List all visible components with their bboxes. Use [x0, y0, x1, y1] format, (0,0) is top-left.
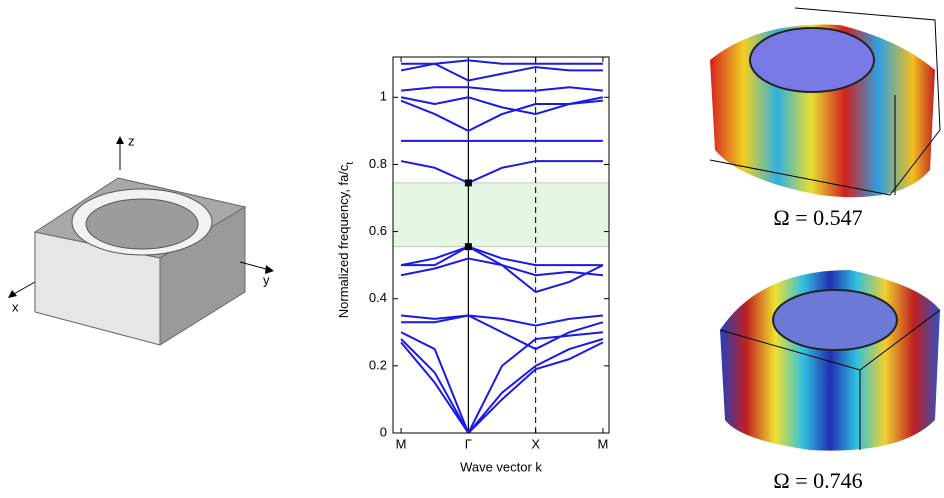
disk — [772, 289, 898, 351]
y-axis-label-subscript: t — [345, 162, 356, 165]
y-tick-label: 0 — [380, 424, 387, 439]
band — [400, 62, 603, 82]
band — [400, 341, 604, 433]
x-tick-label: M — [598, 436, 609, 451]
x-tick-label: Γ — [465, 436, 472, 451]
y-tick-label: 0.8 — [369, 156, 387, 171]
plot-frame — [392, 56, 610, 434]
mode-shape: Ω = 0.746 — [719, 270, 941, 493]
band — [400, 257, 604, 277]
marked-point — [464, 243, 472, 251]
arrowhead — [8, 290, 17, 298]
band — [400, 314, 604, 327]
y-tick-label: 1 — [380, 89, 387, 104]
x-tick-label: X — [531, 436, 540, 451]
x-tick-label: M — [396, 436, 407, 451]
axis-y — [239, 261, 271, 271]
axis-label: x — [12, 299, 19, 314]
disk — [85, 198, 199, 250]
band — [400, 96, 604, 116]
cell-outline — [709, 7, 941, 196]
marked-point — [464, 179, 472, 187]
disk — [749, 27, 875, 93]
band — [400, 338, 604, 433]
band — [400, 99, 604, 132]
x-axis-label: Wave vector k — [460, 459, 542, 474]
band — [400, 245, 604, 293]
unit-cell: z y x — [8, 133, 274, 346]
band-gap — [392, 182, 610, 248]
arrowhead — [265, 265, 274, 274]
axis-x — [11, 281, 36, 296]
band — [400, 86, 604, 92]
band — [400, 160, 603, 184]
y-tick-label: 0.4 — [369, 290, 387, 305]
mode-label: Ω = 0.746 — [773, 468, 862, 493]
axis-label: z — [128, 133, 135, 148]
mode-shape: Ω = 0.547 — [709, 7, 941, 230]
band — [401, 245, 603, 267]
y-tick-label: 0.6 — [369, 223, 387, 238]
y-tick-label: 0.2 — [369, 357, 387, 372]
y-axis-label: Normalized frequency, fa/ct — [336, 162, 355, 319]
axis-label: y — [263, 272, 270, 287]
mode-label: Ω = 0.547 — [773, 205, 862, 230]
band — [401, 59, 603, 65]
arrowhead — [116, 136, 124, 144]
y-axis-label-main: Normalized frequency, fa/c — [336, 164, 351, 318]
band — [400, 331, 604, 433]
band — [401, 314, 604, 351]
